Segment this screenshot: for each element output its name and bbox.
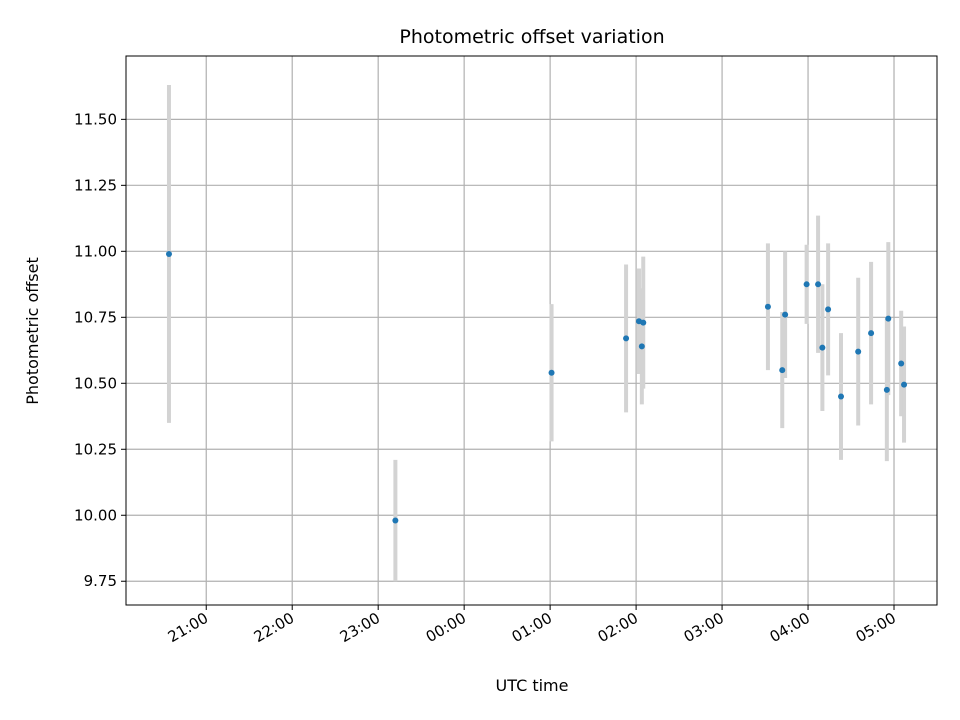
data-point [901,381,908,388]
data-point [885,315,892,322]
x-axis-title: UTC time [496,676,569,695]
y-tick-label: 11.25 [74,176,117,194]
data-point [819,344,826,351]
chart-title: Photometric offset variation [399,26,664,48]
data-point [868,330,875,337]
data-point [883,386,890,393]
data-point [782,311,789,318]
data-point [855,348,862,355]
data-point [638,343,645,350]
y-tick-label: 10.00 [74,506,117,524]
data-point [815,281,822,288]
data-point [640,319,647,326]
data-point [898,360,905,367]
data-point [825,306,832,313]
data-points [165,250,908,524]
data-point [779,367,786,374]
data-point [803,281,810,288]
y-tick-label: 9.75 [84,572,117,590]
y-axis-ticks: 9.75 10.00 10.25 10.50 10.75 11.00 11.25 11.50 [74,110,126,590]
plot-frame [125,55,938,606]
data-point [623,335,630,342]
y-tick-label: 11.50 [74,110,117,128]
y-tick-label: 10.75 [74,308,117,326]
y-tick-label: 10.50 [74,374,117,392]
y-tick-label: 10.25 [74,440,117,458]
data-point [837,393,844,400]
data-point [392,517,399,524]
data-point [548,369,555,376]
y-axis-title: Photometric offset [23,257,42,405]
grid [126,56,937,605]
data-point [764,303,771,310]
data-point [165,250,172,257]
y-tick-label: 11.00 [74,242,117,260]
